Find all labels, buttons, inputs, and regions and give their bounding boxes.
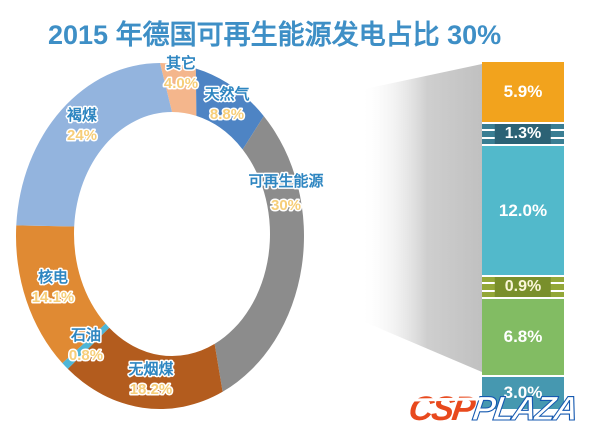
svg-text:石油: 石油 bbox=[70, 326, 101, 344]
svg-text:褐煤: 褐煤 bbox=[66, 106, 97, 124]
svg-text:8.8%: 8.8% bbox=[210, 106, 244, 123]
svg-text:18.2%: 18.2% bbox=[130, 381, 173, 398]
svg-text:0.8%: 0.8% bbox=[69, 347, 103, 364]
svg-text:可再生能源: 可再生能源 bbox=[248, 172, 323, 190]
svg-text:14.1%: 14.1% bbox=[32, 289, 75, 306]
svg-text:核电: 核电 bbox=[38, 268, 68, 286]
svg-text:天然气: 天然气 bbox=[204, 85, 249, 103]
svg-text:其它: 其它 bbox=[166, 54, 196, 72]
svg-text:无烟煤: 无烟煤 bbox=[127, 361, 173, 378]
svg-text:30%: 30% bbox=[271, 197, 301, 214]
svg-text:4.0%: 4.0% bbox=[164, 75, 198, 92]
svg-text:24%: 24% bbox=[67, 127, 97, 144]
